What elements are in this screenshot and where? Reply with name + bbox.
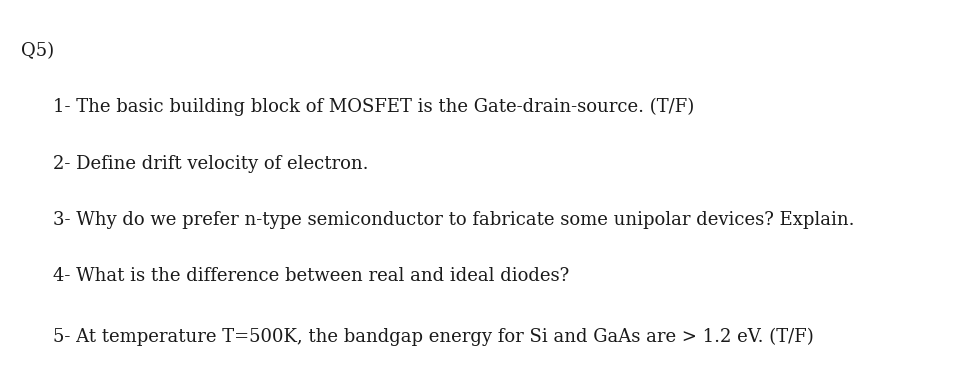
Text: 3- Why do we prefer n-type semiconductor to fabricate some unipolar devices? Exp: 3- Why do we prefer n-type semiconductor… — [53, 211, 854, 229]
Text: 4- What is the difference between real and ideal diodes?: 4- What is the difference between real a… — [53, 267, 569, 285]
Text: Q5): Q5) — [21, 42, 54, 60]
Text: 1- The basic building block of MOSFET is the Gate-drain-source. (T/F): 1- The basic building block of MOSFET is… — [53, 98, 694, 116]
Text: 5- At temperature T=500K, the bandgap energy for Si and GaAs are > 1.2 eV. (T/F): 5- At temperature T=500K, the bandgap en… — [53, 327, 814, 346]
Text: 2- Define drift velocity of electron.: 2- Define drift velocity of electron. — [53, 155, 368, 173]
